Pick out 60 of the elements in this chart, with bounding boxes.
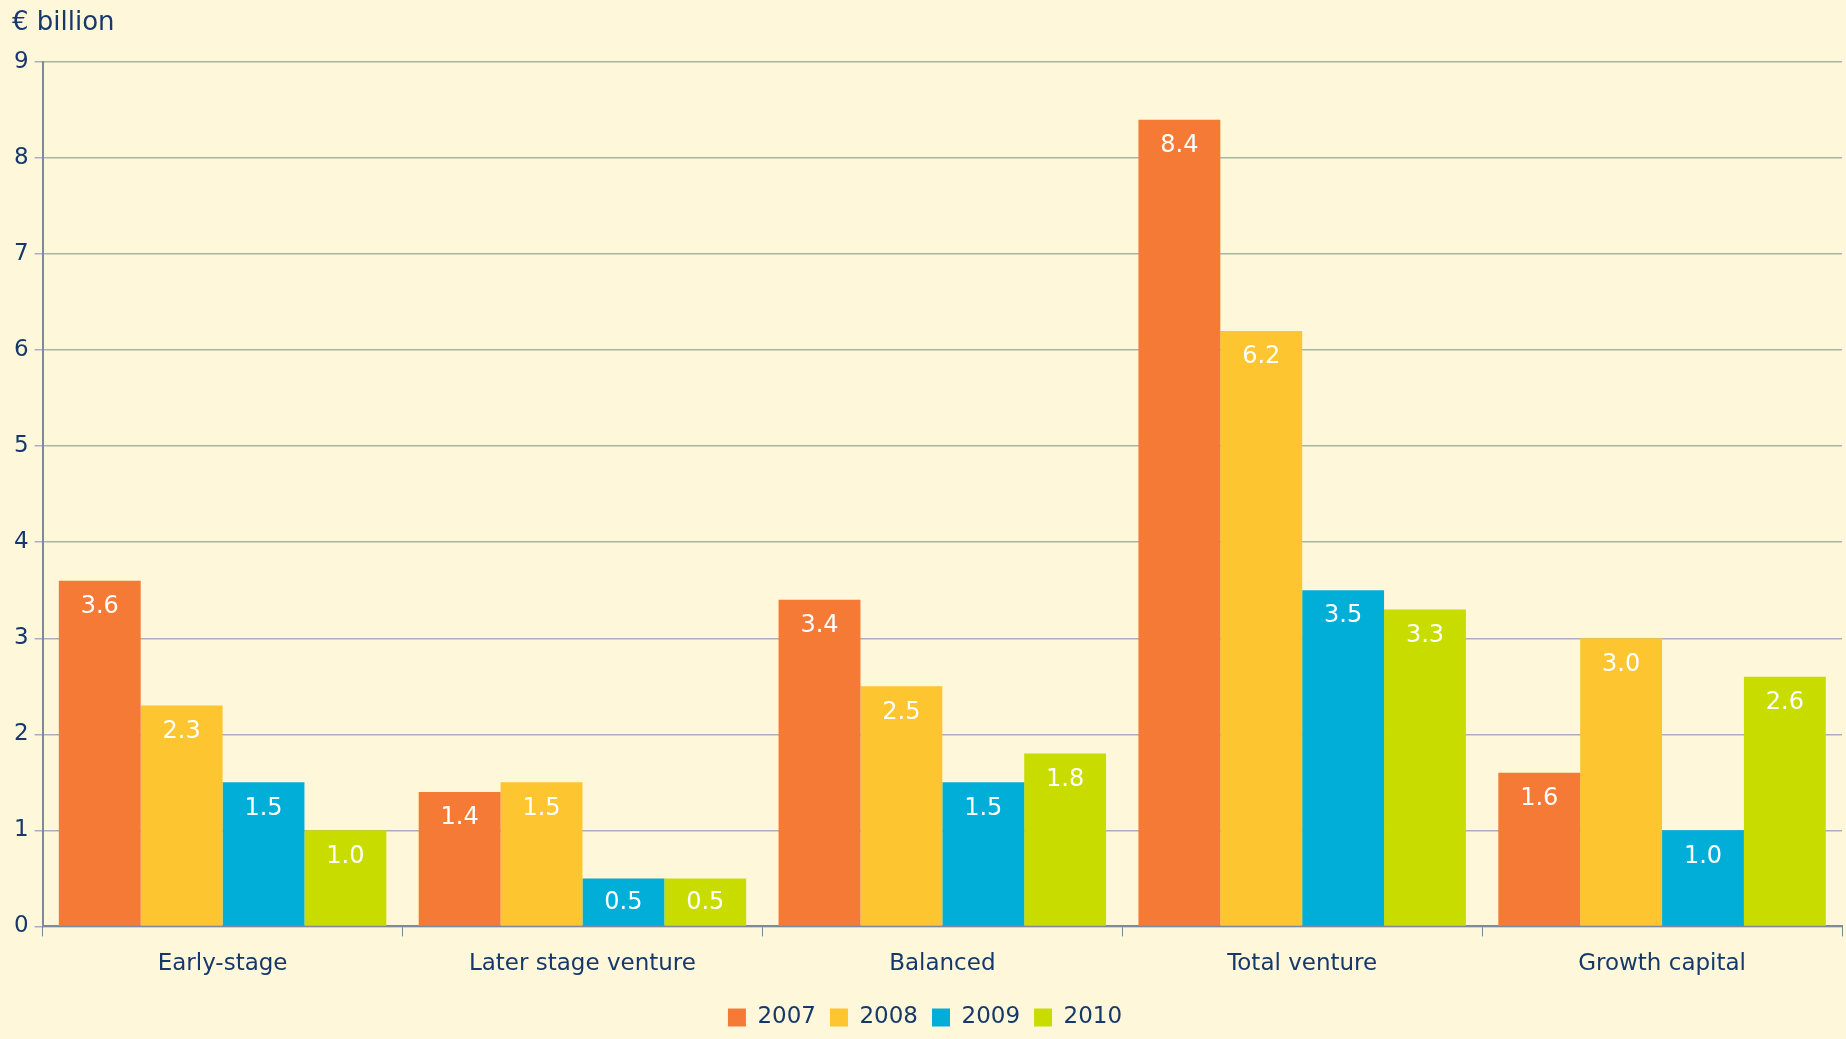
bar bbox=[582, 878, 665, 926]
y-tick-label: 9 bbox=[13, 46, 29, 73]
y-tick-label: 7 bbox=[13, 239, 29, 266]
y-tick-label: 0 bbox=[13, 911, 29, 938]
data-label: 1.4 bbox=[440, 802, 479, 831]
data-label: 3.0 bbox=[1602, 648, 1641, 677]
data-label: 1.6 bbox=[1520, 782, 1559, 811]
bar bbox=[1302, 590, 1385, 926]
data-label: 2.3 bbox=[162, 715, 201, 744]
bar bbox=[1662, 830, 1744, 926]
data-label: 2.6 bbox=[1765, 686, 1804, 715]
data-label: 1.5 bbox=[522, 792, 561, 821]
bar bbox=[140, 705, 223, 926]
data-label: 1.0 bbox=[1683, 840, 1723, 869]
bar bbox=[304, 830, 387, 926]
data-label: 1.8 bbox=[1046, 763, 1085, 792]
data-label: 1.5 bbox=[244, 792, 283, 821]
data-label: 8.4 bbox=[1160, 129, 1199, 158]
data-label: 6.2 bbox=[1242, 341, 1281, 370]
data-label: 3.3 bbox=[1405, 619, 1445, 648]
bar bbox=[500, 782, 583, 926]
data-label: 2.5 bbox=[882, 696, 921, 725]
x-tick-label: Growth capital bbox=[1578, 949, 1746, 976]
y-tick-label: 3 bbox=[13, 623, 29, 650]
bar bbox=[1580, 638, 1663, 926]
x-tick-label: Total venture bbox=[1226, 949, 1378, 976]
legend-label: 2009 bbox=[961, 1002, 1021, 1029]
bar bbox=[860, 686, 943, 926]
y-tick-label: 8 bbox=[13, 143, 29, 170]
y-axis-title: € billion bbox=[12, 5, 115, 36]
legend-label: 2008 bbox=[859, 1002, 919, 1029]
data-label: 1.0 bbox=[326, 840, 365, 869]
bar bbox=[1138, 119, 1221, 926]
y-tick-label: 2 bbox=[13, 719, 29, 746]
bar bbox=[1498, 772, 1581, 926]
bar bbox=[778, 599, 861, 926]
bar bbox=[418, 791, 501, 926]
bar bbox=[1024, 753, 1107, 926]
bar bbox=[1743, 676, 1826, 926]
legend-label: 2010 bbox=[1063, 1002, 1123, 1029]
x-tick-label: Early-stage bbox=[157, 949, 288, 976]
y-tick-label: 5 bbox=[13, 431, 29, 458]
legend-label: 2007 bbox=[757, 1002, 816, 1029]
x-tick-label: Balanced bbox=[889, 949, 996, 976]
data-label: 0.5 bbox=[686, 886, 725, 915]
bar bbox=[1220, 330, 1303, 926]
data-label: 3.4 bbox=[800, 610, 839, 639]
bar bbox=[58, 580, 141, 926]
data-label: 1.5 bbox=[964, 792, 1003, 821]
y-tick-label: 6 bbox=[13, 335, 29, 362]
data-label: 0.5 bbox=[604, 886, 643, 915]
y-tick-label: 4 bbox=[13, 527, 29, 554]
bar bbox=[222, 782, 305, 926]
x-tick-label: Later stage venture bbox=[468, 949, 696, 976]
bar bbox=[942, 782, 1025, 926]
bar bbox=[1384, 609, 1466, 926]
bar bbox=[664, 878, 747, 926]
data-label: 3.5 bbox=[1324, 600, 1363, 629]
y-tick-label: 1 bbox=[13, 815, 29, 842]
data-label: 3.6 bbox=[80, 590, 119, 619]
